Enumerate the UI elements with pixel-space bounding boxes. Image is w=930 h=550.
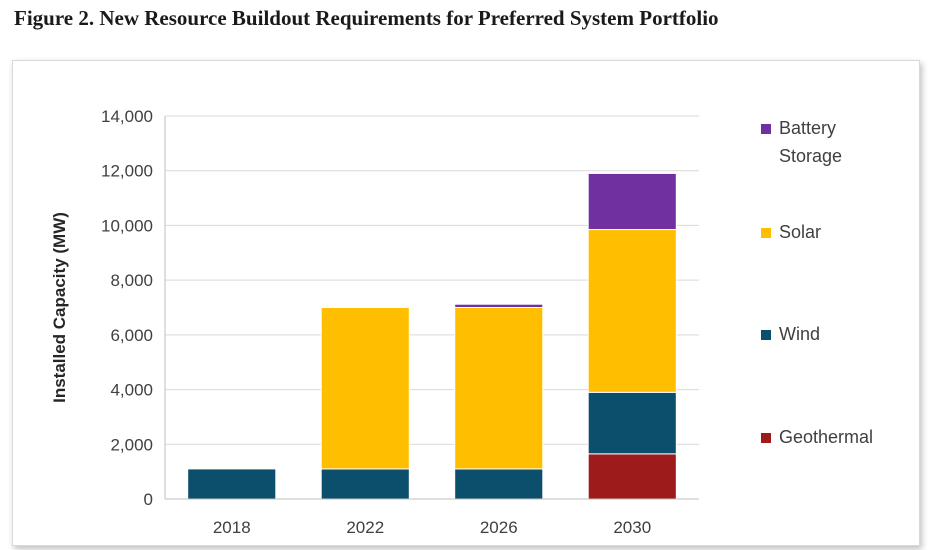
y-tick-label: 8,000 [110,271,153,290]
bar-segment-solar [320,307,410,470]
legend-label: Wind [779,324,820,344]
y-tick-label: 10,000 [101,216,153,235]
figure-title: Figure 2. New Resource Buildout Requirem… [14,6,719,30]
legend-swatch [761,228,771,238]
bar-segment-geothermal [587,453,677,500]
y-tick-label: 2,000 [110,435,153,454]
bar-segment-wind [187,468,277,500]
legend-label: Solar [779,222,821,242]
x-tick-labels: 2018 2022 2026 2030 [213,518,651,537]
bars [187,172,677,500]
bar-segment-battery-storage [587,172,677,231]
bar-segment-wind [320,468,410,500]
legend-swatch [761,330,771,340]
legend: Battery Storage Solar Wind Geothermal [761,118,873,447]
bar-segment-wind [454,468,544,500]
legend-swatch [761,433,771,443]
x-tick-label: 2026 [480,518,518,537]
x-tick-label: 2030 [613,518,651,537]
y-tick-label: 12,000 [101,162,153,181]
legend-swatch [761,124,771,134]
axes [164,116,699,500]
y-tick-labels: 0 2,000 4,000 6,000 8,000 10,000 12,000 14,000 [101,107,153,509]
x-tick-label: 2022 [346,518,384,537]
y-tick-label: 14,000 [101,107,153,126]
legend-label: Geothermal [779,427,873,447]
bar-segment-wind [587,391,677,455]
y-axis-label: Installed Capacity (MW) [50,212,69,403]
x-tick-label: 2018 [213,518,251,537]
chart-panel: 0 2,000 4,000 6,000 8,000 10,000 12,000 14,000 … [12,60,920,546]
y-tick-label: 0 [144,490,153,509]
legend-label: Battery [779,118,836,138]
legend-label: Storage [779,146,842,166]
stacked-bar-chart: 02,0004,0006,0008,00010,00012,00014,000 … [50,107,873,537]
gridlines [165,115,699,445]
bar-segment-solar [454,307,544,470]
bar-segment-battery-storage [454,303,544,309]
y-tick-label: 6,000 [110,326,153,345]
y-tick-label: 4,000 [110,381,153,400]
bar-segment-solar [587,229,677,393]
